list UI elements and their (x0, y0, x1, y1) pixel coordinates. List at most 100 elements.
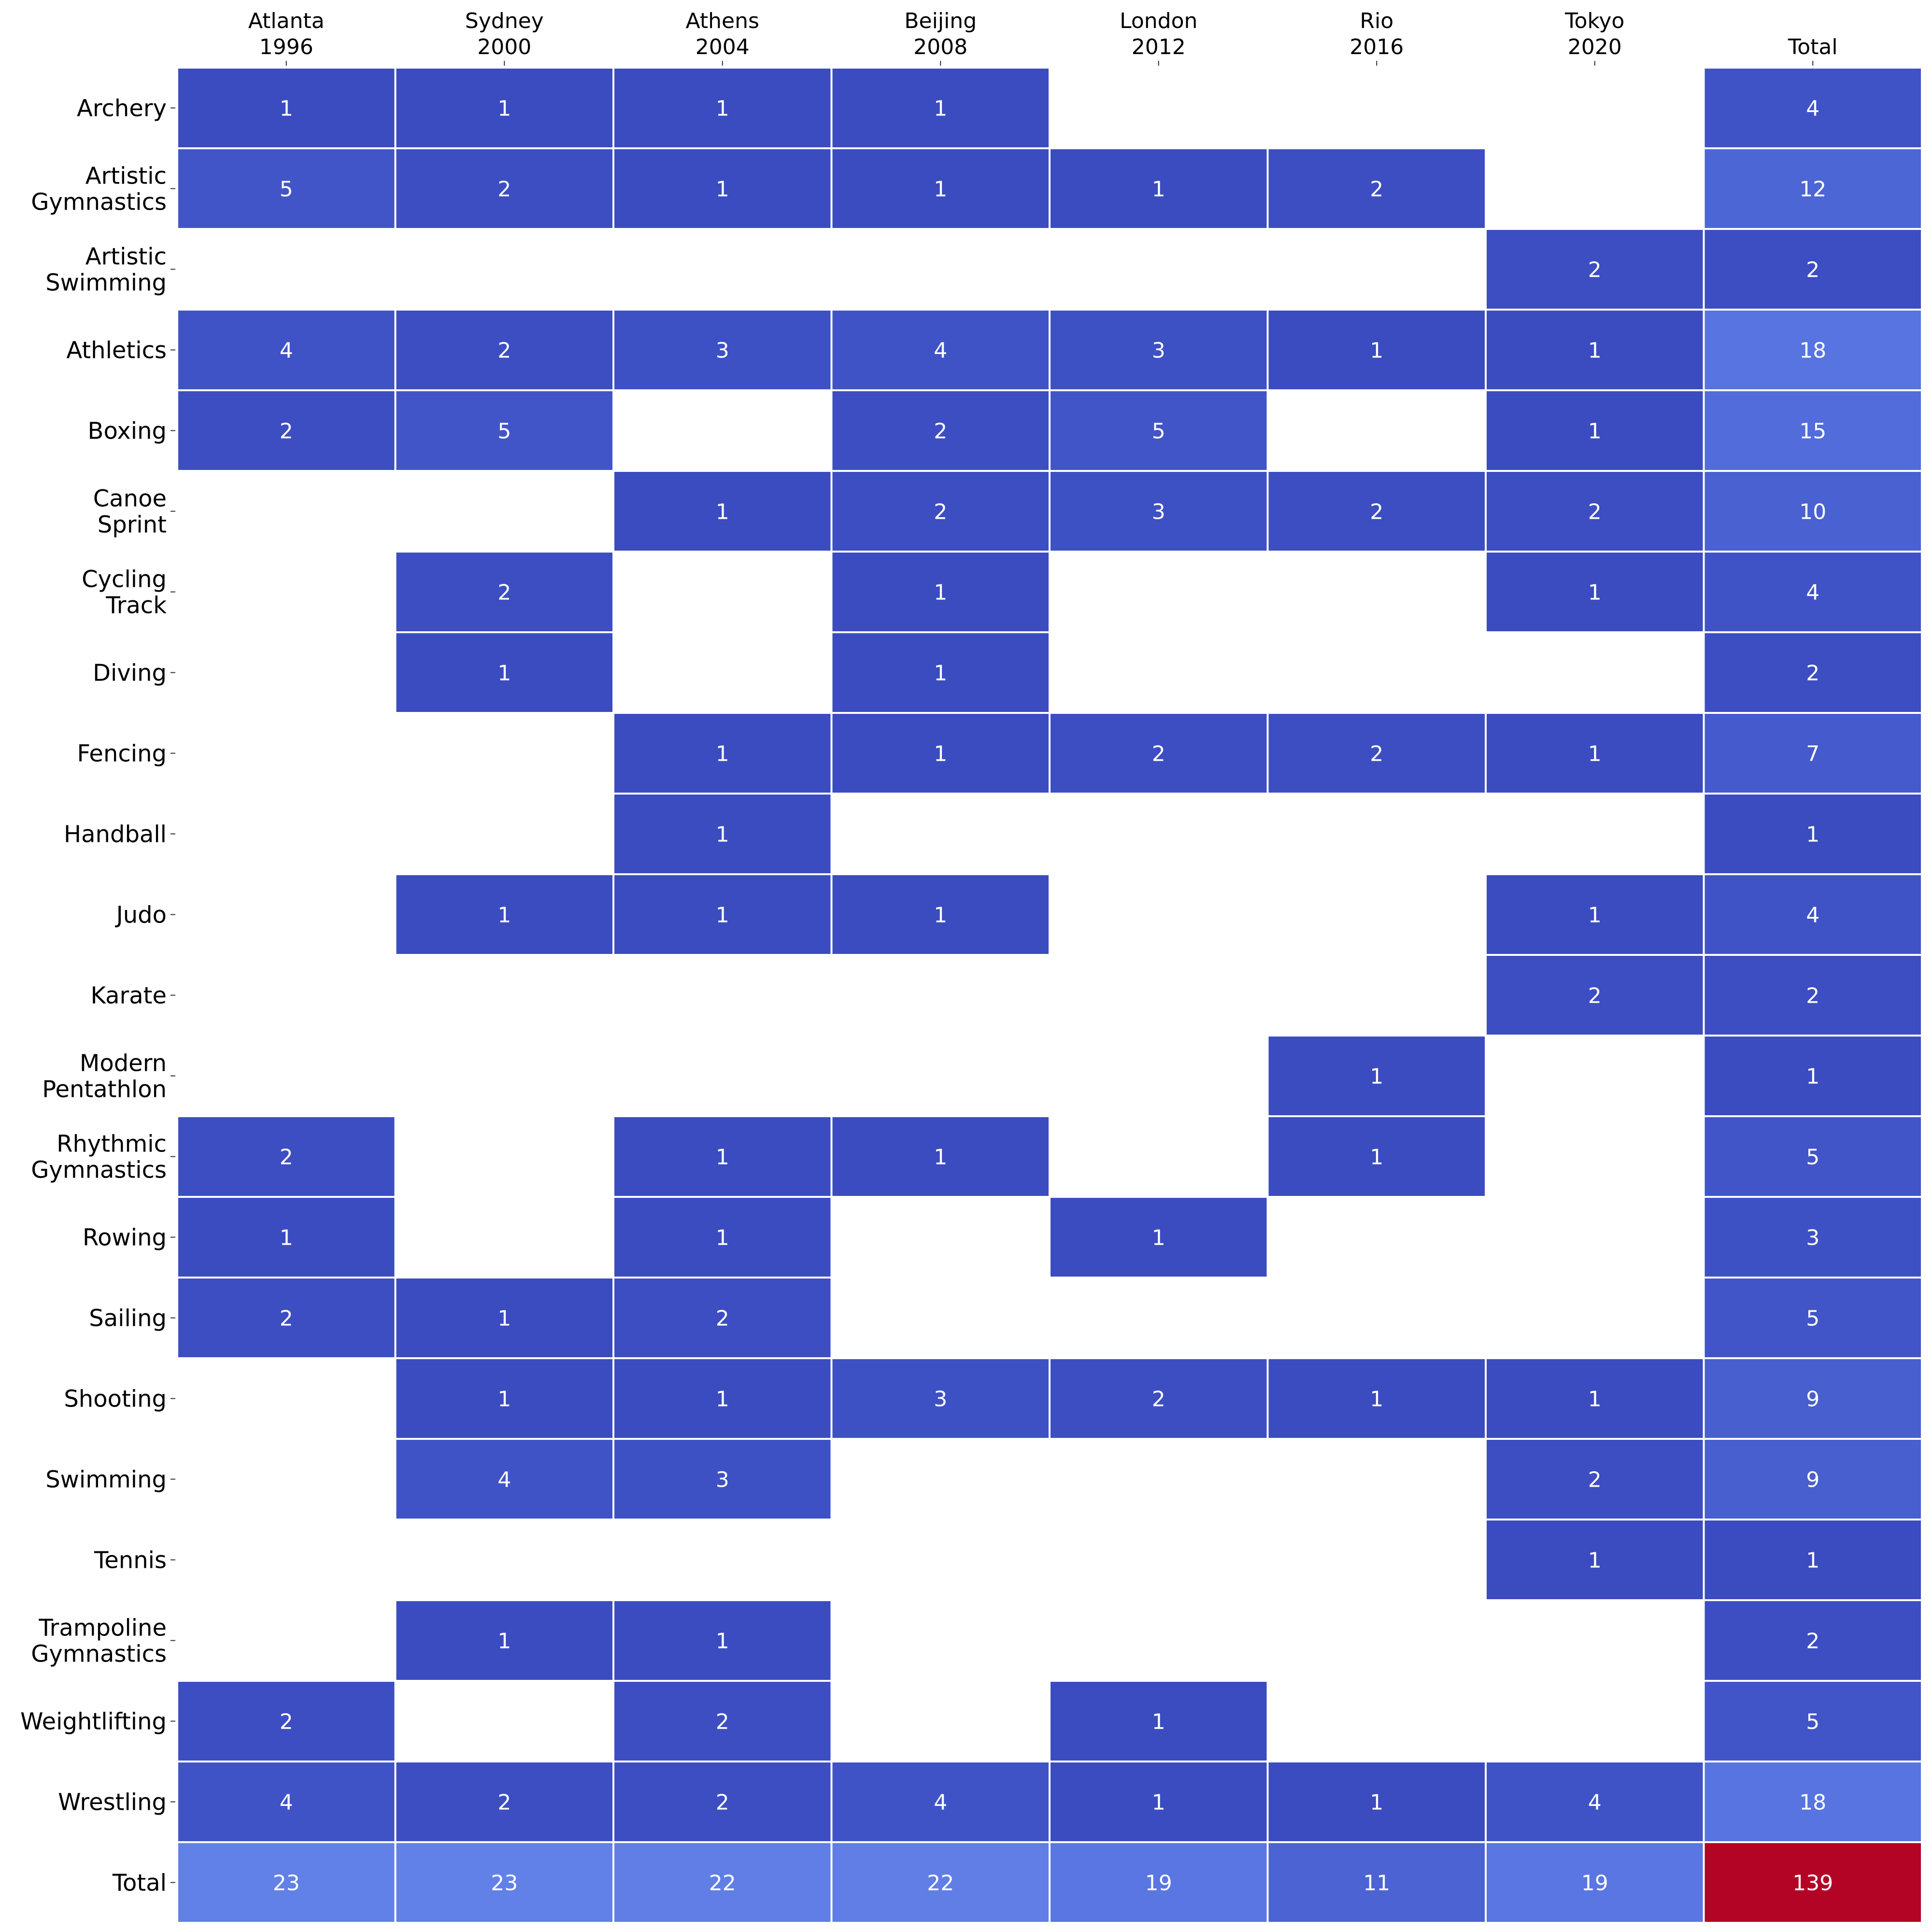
cell-value-label: 1 (934, 661, 947, 686)
cell-value-label: 2 (1370, 177, 1383, 202)
row-label: Archery (77, 95, 167, 122)
cell-value-label: 9 (1806, 1387, 1819, 1412)
heatmap-cell (612, 873, 833, 956)
row-label: Tennis (94, 1547, 167, 1574)
heatmap-cell (1485, 551, 1705, 633)
heatmap-cell (176, 1680, 397, 1762)
cell-value-label: 5 (1806, 1307, 1819, 1331)
heatmap-cell (612, 147, 833, 230)
heatmap-cell (394, 1841, 614, 1924)
heatmap-cell (1703, 631, 1923, 714)
cell-value-label: 1 (1152, 1710, 1165, 1734)
cell-value-label: 1 (1588, 419, 1602, 444)
cell-value-label: 2 (1806, 661, 1819, 686)
heatmap-cell (612, 793, 833, 875)
cell-value-label: 5 (1152, 419, 1165, 444)
row-label: Boxing (88, 418, 167, 445)
column-label: 2008 (913, 35, 967, 59)
cell-value-label: 2 (280, 1710, 293, 1734)
row-label: Cycling (82, 566, 167, 593)
heatmap-cell (394, 1277, 614, 1359)
heatmap-cell (1049, 147, 1269, 230)
cell-value-label: 1 (934, 903, 947, 928)
row-label: Gymnastics (31, 189, 167, 216)
cell-value-label: 1 (1370, 1065, 1383, 1089)
cell-value-label: 1 (716, 823, 729, 847)
cell-value-label: 4 (934, 1790, 947, 1815)
row-label: Canoe (93, 485, 167, 512)
cell-value-label: 2 (1806, 1629, 1819, 1654)
column-label: Sydney (465, 9, 544, 33)
heatmap-cell (1703, 1680, 1923, 1762)
cell-value-label: 1 (497, 1387, 511, 1412)
heatmap-cell (1049, 712, 1269, 795)
cell-value-label: 9 (1806, 1468, 1819, 1492)
heatmap-cell (1266, 147, 1487, 230)
row-label: Handball (64, 821, 167, 848)
row-label: Fencing (77, 740, 167, 767)
cell-value-label: 1 (1588, 581, 1602, 605)
heatmap-cell (394, 147, 614, 230)
column-label: 2004 (696, 35, 750, 59)
cell-value-label: 1 (1152, 177, 1165, 202)
heatmap-cell (176, 1841, 397, 1924)
cell-value-label: 22 (927, 1871, 954, 1896)
heatmap-cell (1703, 228, 1923, 311)
heatmap-cell (612, 1277, 833, 1359)
heatmap-cell (830, 712, 1051, 795)
heatmap-cell (1485, 309, 1705, 391)
cell-value-label: 12 (1799, 177, 1826, 202)
heatmap-cell (176, 1115, 397, 1198)
cell-value-label: 2 (1370, 742, 1383, 767)
heatmap-cell (612, 1599, 833, 1682)
heatmap-cell (394, 873, 614, 956)
heatmap-cell (1049, 309, 1269, 391)
heatmap-cell (176, 1277, 397, 1359)
heatmap-cell (1049, 1196, 1269, 1279)
heatmap-cell (830, 551, 1051, 633)
cell-value-label: 2 (1370, 500, 1383, 525)
cell-value-label: 23 (491, 1871, 518, 1896)
row-label: Wrestling (58, 1789, 167, 1816)
cell-value-label: 2 (1152, 1387, 1165, 1412)
heatmap-cell (176, 309, 397, 391)
cell-value-label: 11 (1363, 1871, 1390, 1896)
cell-value-label: 2 (716, 1710, 729, 1734)
cell-value-label: 1 (934, 1145, 947, 1170)
cell-value-label: 2 (1806, 258, 1819, 283)
column-label: 2000 (477, 35, 531, 59)
cell-value-label: 2 (280, 1307, 293, 1331)
row-label: Judo (115, 902, 167, 929)
heatmap-cell (612, 1761, 833, 1843)
heatmap-cell (1703, 1599, 1923, 1682)
cell-value-label: 7 (1806, 742, 1819, 767)
heatmap-cell (612, 1115, 833, 1198)
heatmap-cell (394, 551, 614, 633)
column-label: Total (1788, 35, 1838, 59)
column-label: Tokyo (1564, 9, 1624, 33)
cell-value-label: 18 (1799, 1790, 1826, 1815)
heatmap-cell (1703, 1115, 1923, 1198)
cell-value-label: 3 (1152, 339, 1165, 363)
column-tick-labels: Atlanta1996Sydney2000Athens2004Beijing20… (248, 9, 1838, 66)
cell-value-label: 2 (280, 419, 293, 444)
cell-value-label: 2 (1588, 984, 1602, 1009)
heatmap-cell (830, 309, 1051, 391)
cell-value-label: 1 (1152, 1790, 1165, 1815)
cell-value-label: 23 (273, 1871, 300, 1896)
cell-value-label: 1 (1588, 339, 1602, 363)
row-label: Swimming (45, 1466, 167, 1493)
cell-value-label: 5 (1806, 1710, 1819, 1734)
heatmap-cell (830, 147, 1051, 230)
row-label: Modern (80, 1050, 167, 1077)
cell-value-label: 2 (497, 1790, 511, 1815)
row-label: Pentathlon (42, 1076, 167, 1103)
cell-value-label: 2 (1806, 984, 1819, 1009)
heatmap-cell (1703, 470, 1923, 553)
heatmap-cells (176, 67, 1923, 1924)
row-tick-labels: ArcheryArtisticGymnasticsArtisticSwimmin… (20, 95, 175, 1897)
cell-value-label: 4 (280, 1790, 293, 1815)
row-label: Weightlifting (20, 1708, 167, 1735)
cell-value-label: 1 (1806, 1548, 1819, 1573)
heatmap-cell (1266, 1115, 1487, 1198)
